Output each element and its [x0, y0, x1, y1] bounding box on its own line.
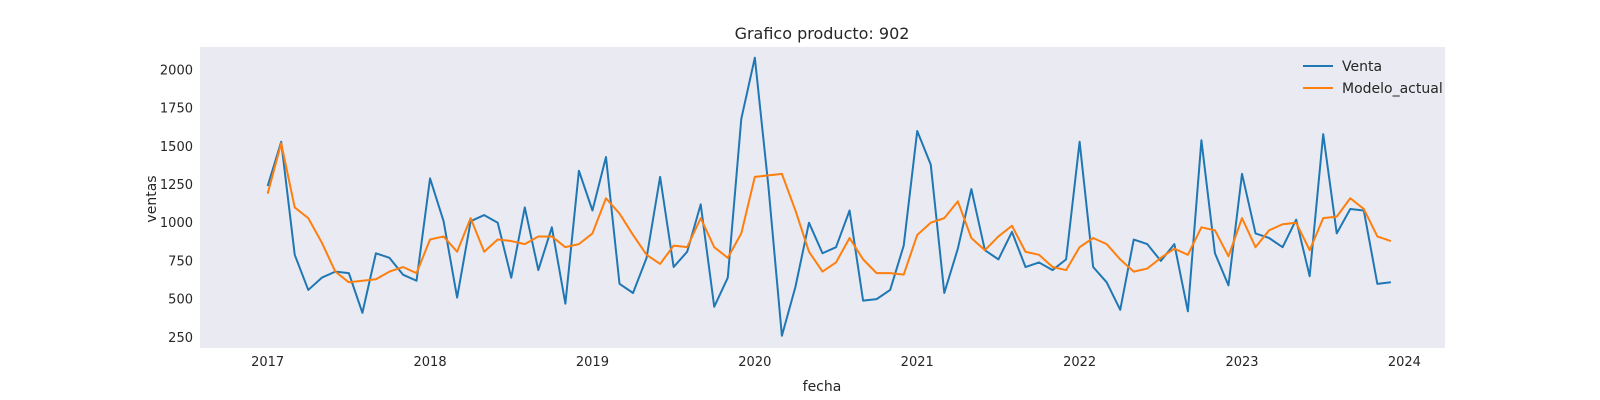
legend-label-modelo-actual: Modelo_actual	[1342, 81, 1443, 97]
legend-label-venta: Venta	[1342, 59, 1382, 75]
x-tick-label: 2022	[1063, 355, 1096, 370]
y-tick-label: 1250	[160, 178, 193, 193]
y-tick-label: 2000	[160, 63, 193, 78]
chart-title: Grafico producto: 902	[735, 24, 910, 43]
y-axis-ticks: 250 500 750 1000 1250 1500 1750 2000	[160, 63, 193, 345]
x-tick-label: 2024	[1388, 355, 1421, 370]
series-line-venta	[266, 56, 1391, 337]
y-tick-label: 1000	[160, 216, 193, 231]
y-tick-label: 500	[168, 293, 193, 308]
plot-area	[200, 47, 1445, 348]
x-tick-label: 2021	[901, 355, 934, 370]
legend: Venta Modelo_actual	[1303, 59, 1443, 97]
x-tick-label: 2020	[738, 355, 771, 370]
x-axis-ticks: 2017 2018 2019 2020 2021 2022 2023 2024	[251, 355, 1421, 370]
x-tick-label: 2017	[251, 355, 284, 370]
y-tick-label: 1750	[160, 102, 193, 117]
x-tick-label: 2018	[414, 355, 447, 370]
y-axis-label: ventas	[144, 175, 160, 222]
series-layer	[266, 56, 1392, 337]
series-line-modelo-actual	[266, 142, 1392, 284]
x-tick-label: 2023	[1225, 355, 1258, 370]
y-tick-label: 1500	[160, 140, 193, 155]
x-axis-label: fecha	[803, 379, 842, 395]
x-tick-label: 2019	[576, 355, 609, 370]
y-tick-label: 750	[168, 254, 193, 269]
y-tick-label: 250	[168, 331, 193, 346]
